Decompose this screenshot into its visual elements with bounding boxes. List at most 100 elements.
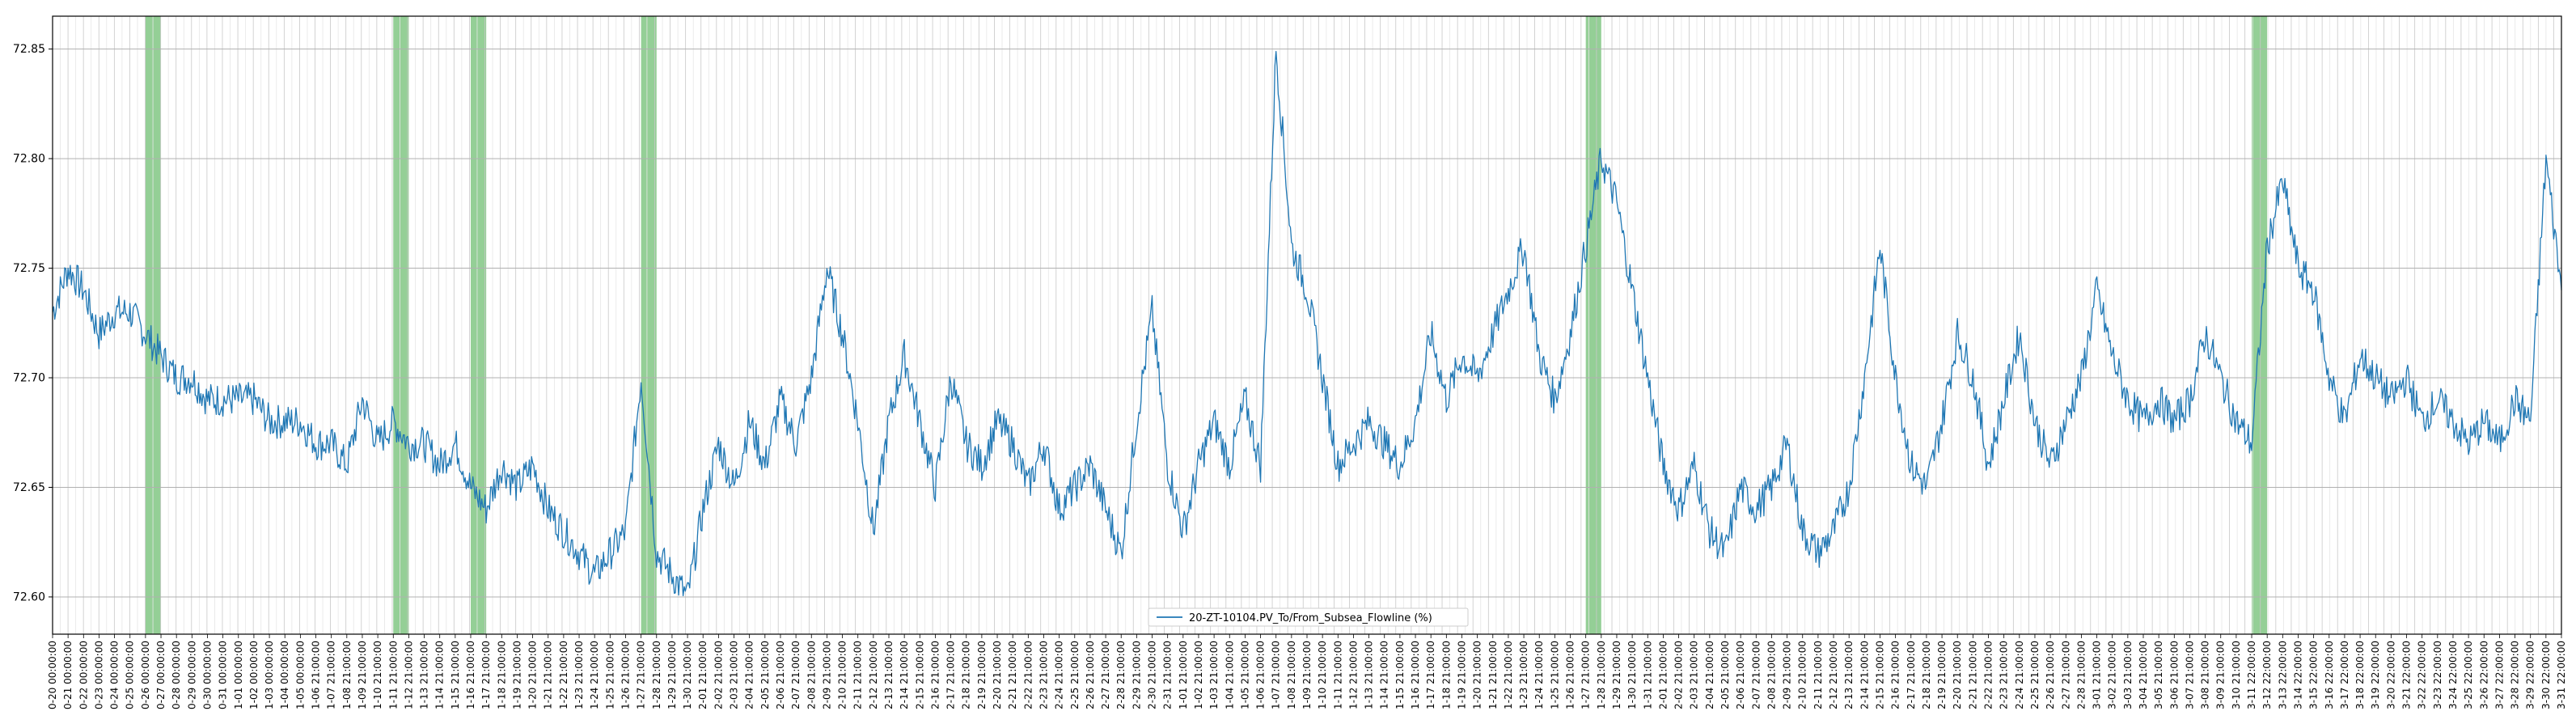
x-tick-label: 1-03 21:00:00 <box>1208 641 1220 709</box>
y-tick-label: 72.60 <box>13 590 45 603</box>
x-tick-label: 0-21 00:00:00 <box>62 641 74 709</box>
x-tick-label: 1-19 21:00:00 <box>511 641 522 709</box>
y-tick-label: 72.65 <box>13 481 45 494</box>
x-tick-label: 1-21 21:00:00 <box>1487 641 1499 709</box>
x-tick-label: 3-26 22:00:00 <box>2478 641 2489 709</box>
x-tick-label: 0-29 00:00:00 <box>186 641 197 709</box>
x-tick-label: 1-24 21:00:00 <box>589 641 600 709</box>
x-tick-label: 3-14 22:00:00 <box>2292 641 2303 709</box>
x-tick-label: 2-21 21:00:00 <box>1007 641 1018 709</box>
x-tick-label: 1-02 00:00:00 <box>248 641 260 709</box>
x-tick-label: 1-08 21:00:00 <box>1286 641 1297 709</box>
x-tick-label: 3-01 21:00:00 <box>2092 641 2103 709</box>
x-tick-label: 2-16 21:00:00 <box>1890 641 1901 709</box>
x-tick-label: 1-06 21:00:00 <box>1255 641 1267 709</box>
x-tick-label: 1-17 21:00:00 <box>1425 641 1436 709</box>
x-tick-label: 1-24 21:00:00 <box>1533 641 1545 709</box>
x-axis: 0-20 00:00:00 0-21 00:00:00 0-22 00:00:00 0… <box>47 634 2567 709</box>
x-tick-label: 0-23 00:00:00 <box>93 641 104 709</box>
x-tick-label: 1-11 21:00:00 <box>387 641 399 709</box>
x-tick-label: 3-13 22:00:00 <box>2277 641 2288 709</box>
x-tick-label: 2-10 21:00:00 <box>837 641 848 709</box>
x-tick-label: 3-06 21:00:00 <box>2168 641 2180 709</box>
x-tick-label: 2-21 21:00:00 <box>1967 641 1978 709</box>
highlight-span <box>2252 16 2268 634</box>
x-tick-label: 1-23 21:00:00 <box>1518 641 1529 709</box>
x-tick-label: 2-20 21:00:00 <box>992 641 1003 709</box>
legend: 20-ZT-10104.PV_To/From_Subsea_Flowline (… <box>1148 607 1469 627</box>
x-tick-label: 2-04 21:00:00 <box>744 641 755 709</box>
x-tick-label: 2-01 21:00:00 <box>1657 641 1669 709</box>
x-tick-label: 2-05 21:00:00 <box>1719 641 1731 709</box>
x-tick-label: 0-28 00:00:00 <box>171 641 182 709</box>
y-tick-label: 72.75 <box>13 262 45 275</box>
x-tick-label: 2-09 21:00:00 <box>1782 641 1793 709</box>
x-tick-label: 2-24 21:00:00 <box>1054 641 1065 709</box>
x-tick-label: 1-14 21:00:00 <box>434 641 446 709</box>
x-tick-label: 1-11 21:00:00 <box>1332 641 1343 709</box>
x-tick-label: 2-22 21:00:00 <box>1983 641 1994 709</box>
x-tick-label: 1-08 21:00:00 <box>341 641 353 709</box>
x-tick-label: 1-15 21:00:00 <box>450 641 461 709</box>
x-tick-label: 2-22 21:00:00 <box>1022 641 1034 709</box>
x-tick-label: 3-16 22:00:00 <box>2324 641 2335 709</box>
x-tick-label: 1-21 21:00:00 <box>543 641 554 709</box>
x-tick-label: 2-02 21:00:00 <box>713 641 724 709</box>
x-tick-label: 1-28 21:00:00 <box>1596 641 1607 709</box>
x-tick-label: 3-15 22:00:00 <box>2308 641 2320 709</box>
x-tick-label: 2-27 21:00:00 <box>1100 641 1111 709</box>
x-tick-label: 2-15 21:00:00 <box>1874 641 1885 709</box>
legend-box <box>1148 607 1469 627</box>
y-axis: 72.60 72.65 72.70 72.75 72.80 72.85 <box>13 43 53 603</box>
x-tick-label: 1-16 21:00:00 <box>1410 641 1421 709</box>
x-tick-label: 2-08 21:00:00 <box>806 641 817 709</box>
x-tick-label: 3-17 22:00:00 <box>2339 641 2350 709</box>
x-tick-label: 1-12 21:00:00 <box>403 641 414 709</box>
x-tick-label: 1-27 21:00:00 <box>636 641 647 709</box>
x-tick-label: 2-30 21:00:00 <box>1147 641 1158 709</box>
x-tick-label: 1-03 00:00:00 <box>264 641 275 709</box>
highlight-span <box>1585 16 1601 634</box>
x-tick-label: 3-05 21:00:00 <box>2153 641 2164 709</box>
highlight-span <box>641 16 657 634</box>
x-tick-label: 1-10 21:00:00 <box>1317 641 1328 709</box>
x-tick-label: 2-05 21:00:00 <box>759 641 771 709</box>
x-tick-label: 2-17 21:00:00 <box>945 641 957 709</box>
x-tick-label: 2-20 21:00:00 <box>1952 641 1963 709</box>
x-tick-label: 1-25 21:00:00 <box>604 641 615 709</box>
highlight-span <box>393 16 409 634</box>
series-layer <box>52 50 2562 597</box>
x-tick-label: 2-14 21:00:00 <box>899 641 910 709</box>
x-tick-label: 3-27 22:00:00 <box>2494 641 2505 709</box>
x-tick-label: 1-07 21:00:00 <box>1271 641 1282 709</box>
x-tick-label: 2-08 21:00:00 <box>1766 641 1777 709</box>
x-tick-label: 2-28 21:00:00 <box>2075 641 2087 709</box>
x-tick-label: 3-25 22:00:00 <box>2463 641 2474 709</box>
x-tick-label: 1-22 21:00:00 <box>1503 641 1514 709</box>
x-tick-label: 1-16 21:00:00 <box>465 641 476 709</box>
x-tick-label: 2-23 21:00:00 <box>1038 641 1049 709</box>
x-tick-label: 0-27 00:00:00 <box>155 641 167 709</box>
x-tick-label: 2-03 21:00:00 <box>1689 641 1700 709</box>
x-tick-label: 3-09 21:00:00 <box>2215 641 2227 709</box>
x-tick-label: 1-29 21:00:00 <box>1611 641 1622 709</box>
highlight-span <box>471 16 487 634</box>
x-tick-label: 3-18 22:00:00 <box>2354 641 2366 709</box>
x-tick-label: 0-31 00:00:00 <box>218 641 229 709</box>
x-tick-label: 0-26 00:00:00 <box>140 641 151 709</box>
x-tick-label: 2-13 21:00:00 <box>883 641 895 709</box>
x-tick-label: 3-21 22:00:00 <box>2401 641 2413 709</box>
x-tick-label: 2-11 21:00:00 <box>1813 641 1824 709</box>
x-tick-label: 2-17 21:00:00 <box>1906 641 1917 709</box>
x-tick-label: 0-24 00:00:00 <box>109 641 121 709</box>
x-tick-label: 1-07 21:00:00 <box>326 641 337 709</box>
x-tick-label: 3-28 22:00:00 <box>2510 641 2521 709</box>
x-tick-label: 1-02 21:00:00 <box>1193 641 1204 709</box>
x-tick-label: 2-12 21:00:00 <box>1828 641 1839 709</box>
x-tick-label: 1-12 21:00:00 <box>1347 641 1359 709</box>
x-tick-label: 2-10 21:00:00 <box>1797 641 1808 709</box>
highlight-spans <box>145 16 2268 634</box>
x-tick-label: 3-12 22:00:00 <box>2261 641 2273 709</box>
y-tick-label: 72.70 <box>13 372 45 385</box>
x-tick-label: 2-02 21:00:00 <box>1673 641 1685 709</box>
